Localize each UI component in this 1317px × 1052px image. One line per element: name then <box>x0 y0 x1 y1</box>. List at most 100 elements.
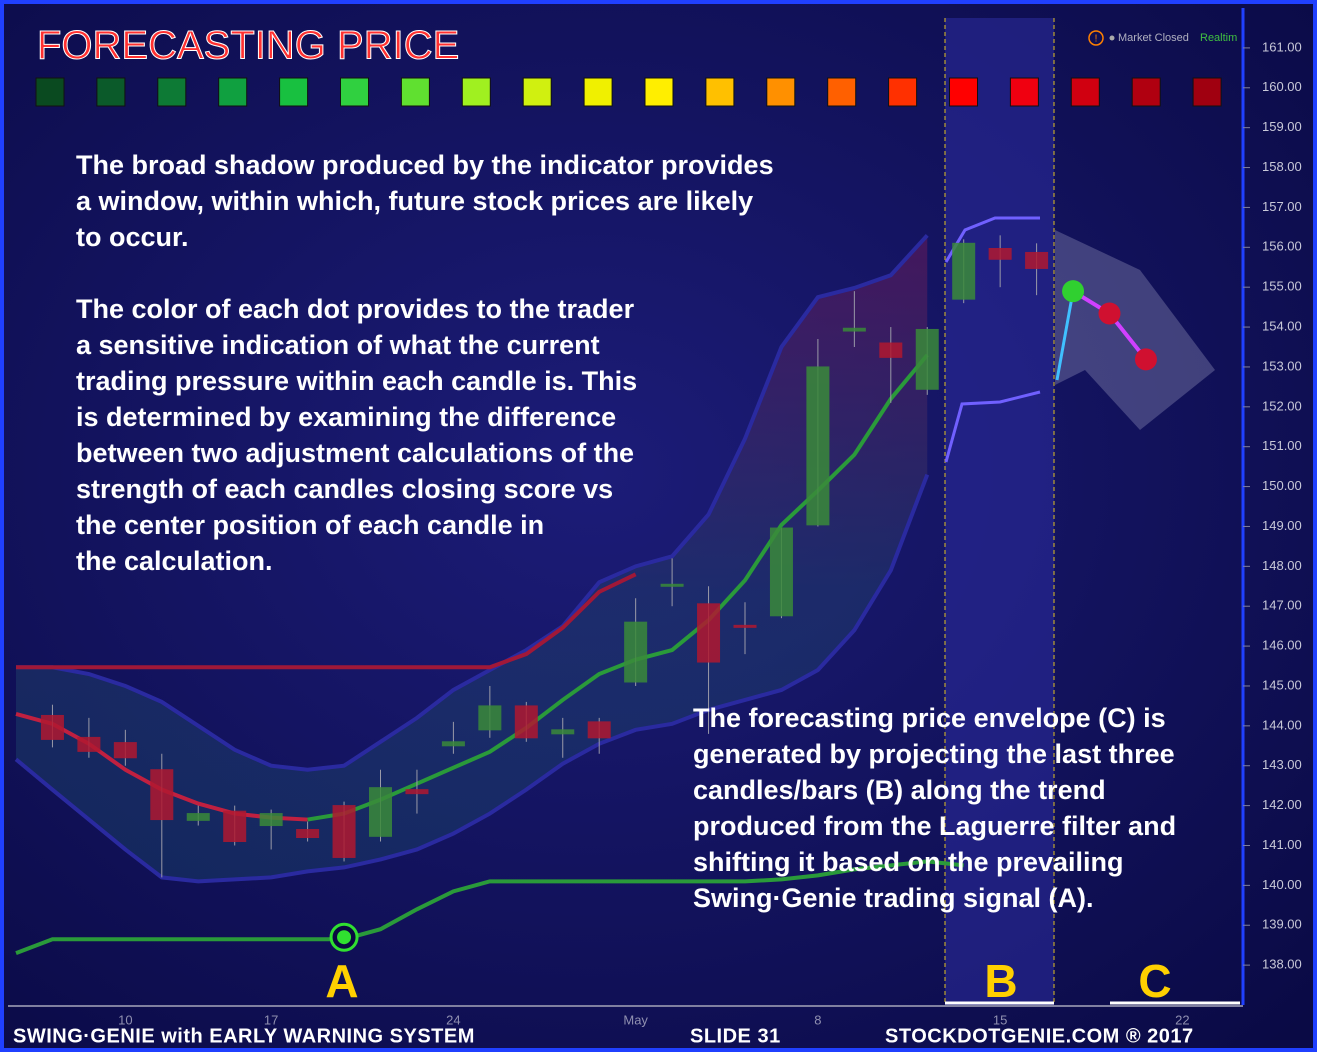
candle-body <box>915 328 939 390</box>
pressure-dot <box>583 77 613 107</box>
paragraph-line: the center position of each candle in <box>76 510 544 540</box>
pressure-dot <box>827 77 857 107</box>
alert-icon <box>1088 30 1104 46</box>
y-tick-label: 143.00 <box>1262 757 1302 772</box>
x-tick-label: 22 <box>1175 1012 1189 1027</box>
pressure-dot <box>218 77 248 107</box>
candle-body <box>769 527 793 617</box>
paragraph-line: generated by projecting the last three <box>693 739 1175 769</box>
y-tick-label: 145.00 <box>1262 677 1302 692</box>
pressure-dot <box>340 77 369 107</box>
marker-a: A <box>325 955 358 1007</box>
pressure-dot <box>1070 77 1100 107</box>
y-tick-label: 154.00 <box>1262 318 1302 333</box>
pressure-dot <box>1009 77 1039 107</box>
candle-body <box>332 805 356 858</box>
pressure-dot <box>705 77 735 107</box>
alert-icon-text: ! <box>1095 34 1098 45</box>
candle-body <box>733 624 757 628</box>
indicator-line <box>16 233 929 772</box>
pressure-dot <box>157 77 187 107</box>
candle-body <box>660 583 684 587</box>
candle-body <box>514 705 538 739</box>
paragraph-line: produced from the Laguerre filter and <box>693 811 1176 841</box>
y-tick-label: 152.00 <box>1262 398 1302 413</box>
paragraph-line: The broad shadow produced by the indicat… <box>76 150 774 180</box>
candle-body <box>441 741 465 747</box>
y-tick-label: 160.00 <box>1262 79 1302 94</box>
forecast-point <box>1062 280 1085 303</box>
footer-slide: SLIDE 31 <box>690 1025 781 1047</box>
paragraph-line: trading pressure within each candle is. … <box>76 366 637 396</box>
candle-body <box>478 705 502 731</box>
paragraph-line: is determined by examining the differenc… <box>76 402 616 432</box>
y-tick-label: 146.00 <box>1262 638 1302 653</box>
y-tick-label: 139.00 <box>1262 917 1302 932</box>
paragraph-line: The forecasting price envelope (C) is <box>693 703 1166 733</box>
candle-body <box>806 366 830 526</box>
paragraph-line: The color of each dot provides to the tr… <box>76 294 635 324</box>
bar-bracket <box>944 390 1041 463</box>
y-tick-label: 159.00 <box>1262 119 1302 134</box>
candle-body <box>77 736 101 752</box>
y-tick-label: 147.00 <box>1262 598 1302 613</box>
pressure-dot <box>96 77 126 107</box>
paragraph-line: to occur. <box>76 222 189 252</box>
x-tick-label: 15 <box>993 1012 1007 1027</box>
x-tick-label: 17 <box>264 1012 278 1027</box>
x-tick-label: May <box>623 1012 648 1027</box>
candle-body <box>1025 251 1049 269</box>
paragraph-line: Swing·Genie trading signal (A). <box>693 883 1094 913</box>
projection-line <box>1055 290 1075 381</box>
y-tick-label: 157.00 <box>1262 199 1302 214</box>
status-dot <box>1109 35 1115 41</box>
candle-body <box>624 621 648 683</box>
forecast-point <box>1098 302 1121 325</box>
candle-body <box>842 327 866 332</box>
y-tick-label: 155.00 <box>1262 279 1302 294</box>
indicator-line <box>14 473 930 884</box>
candle-body <box>113 742 137 759</box>
pressure-dot <box>1131 77 1161 107</box>
pressure-dot <box>35 77 65 107</box>
bars-region <box>945 18 1054 1005</box>
indicator-line <box>15 859 964 956</box>
y-tick-label: 142.00 <box>1262 797 1302 812</box>
pressure-dot <box>279 77 309 107</box>
y-tick-label: 158.00 <box>1262 159 1302 174</box>
x-tick-label: 8 <box>814 1012 821 1027</box>
paragraph-line: the calculation. <box>76 546 273 576</box>
marker-c: C <box>1138 955 1171 1007</box>
forecast-envelope <box>1055 230 1215 430</box>
pressure-dot <box>400 77 430 107</box>
pressure-dot <box>766 77 796 107</box>
y-tick-label: 149.00 <box>1262 518 1302 533</box>
y-tick-label: 161.00 <box>1262 39 1302 54</box>
y-tick-label: 140.00 <box>1262 877 1302 892</box>
candle-body <box>551 729 575 735</box>
forecast-point <box>1134 348 1157 371</box>
indicator-line <box>16 572 637 670</box>
x-tick-label: 24 <box>446 1012 460 1027</box>
candle-body <box>879 342 903 358</box>
paragraph-line: a window, within which, future stock pri… <box>76 186 753 216</box>
y-tick-label: 141.00 <box>1262 837 1302 852</box>
candle-body <box>405 789 429 795</box>
pressure-dot <box>644 77 674 107</box>
pressure-dot <box>888 77 918 107</box>
pressure-dot <box>1192 77 1222 107</box>
title: FORECASTING PRICE <box>37 24 459 68</box>
pressure-dot <box>461 77 491 107</box>
y-tick-label: 138.00 <box>1262 957 1302 972</box>
footer-left: SWING·GENIE with EARLY WARNING SYSTEM <box>13 1025 475 1047</box>
pressure-dot <box>949 77 978 107</box>
paragraph-line: shifting it based on the prevailing <box>693 847 1124 877</box>
paragraph-line: a sensitive indication of what the curre… <box>76 330 600 360</box>
market-status: Market Closed <box>1118 32 1189 44</box>
candle-body <box>369 787 392 837</box>
band-fill <box>16 235 928 882</box>
y-tick-label: 150.00 <box>1262 478 1302 493</box>
candle-body <box>186 813 210 821</box>
